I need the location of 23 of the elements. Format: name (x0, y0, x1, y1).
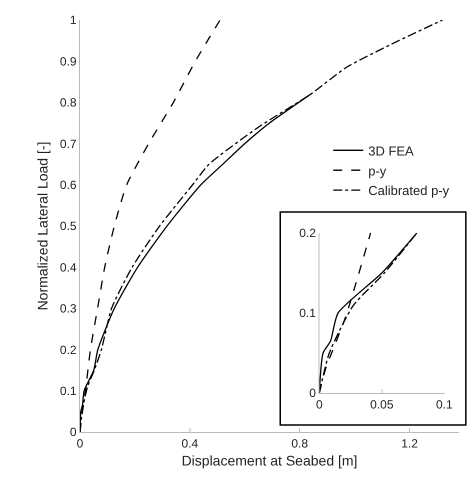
y-axis-title: Normalized Lateral Load [-] (34, 142, 51, 310)
legend-label: Calibrated p-y (368, 183, 450, 198)
x-axis-title: Displacement at Seabed [m] (182, 452, 358, 469)
legend-label: p-y (368, 163, 387, 178)
y-tick-label: 0.2 (299, 226, 316, 240)
y-tick-label: 0.3 (60, 302, 77, 316)
y-tick-label: 0.4 (60, 260, 77, 274)
y-tick-label: 0.1 (299, 306, 316, 320)
y-tick-label: 0.1 (60, 384, 77, 398)
legend-label: 3D FEA (368, 143, 414, 158)
x-tick-label: 0.4 (182, 436, 199, 450)
y-tick-label: 0.8 (60, 96, 77, 110)
y-tick-label: 0.9 (60, 54, 77, 68)
x-tick-label: 1.2 (401, 436, 418, 450)
y-tick-label: 0 (309, 386, 316, 400)
y-tick-label: 0.2 (60, 342, 77, 357)
y-tick-label: 0.6 (60, 178, 77, 192)
y-tick-label: 0.5 (60, 219, 77, 234)
y-tick-label: 1 (70, 13, 77, 28)
y-tick-label: 0 (70, 425, 77, 440)
x-tick-label: 0.1 (436, 397, 454, 412)
x-tick-label: 0.05 (370, 397, 394, 412)
y-tick-label: 0.7 (60, 136, 77, 151)
